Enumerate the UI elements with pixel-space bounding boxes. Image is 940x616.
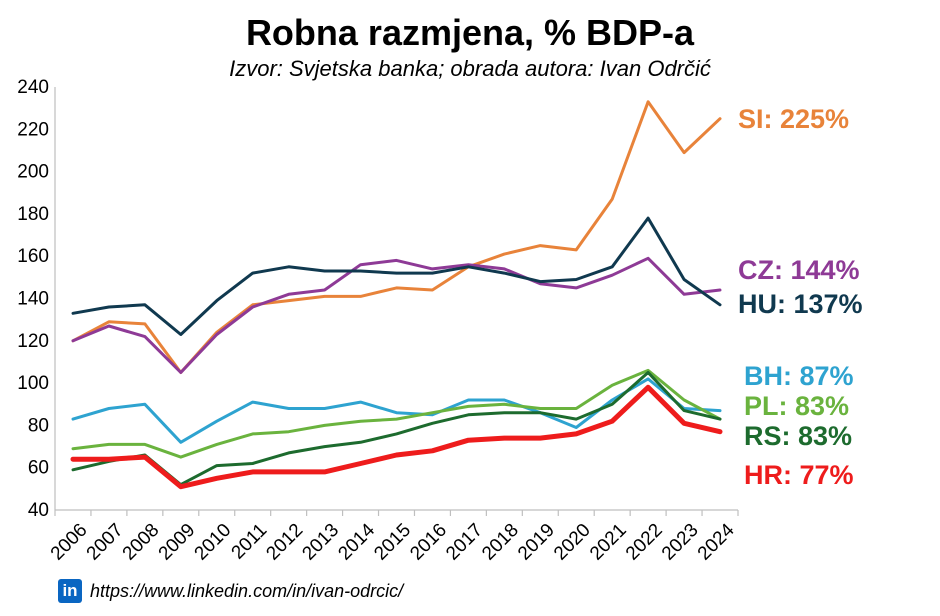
footer-url-link[interactable]: https://www.linkedin.com/in/ivan-odrcic/: [90, 580, 404, 601]
series-line-pl: [71, 368, 722, 459]
x-tick-label: 2018: [478, 520, 523, 565]
series-label-hu: HU: 137%: [738, 289, 863, 319]
series-line-hr: [70, 384, 723, 490]
series-label-hr: HR: 77%: [744, 460, 854, 490]
y-tick-label: 120: [17, 331, 49, 352]
x-tick-label: 2015: [370, 520, 415, 565]
x-tick-label: 2008: [119, 520, 164, 565]
y-tick-label: 240: [17, 77, 49, 98]
y-tick-label: 80: [28, 415, 49, 436]
series-line-rs: [71, 371, 722, 487]
x-tick-label: 2013: [298, 520, 343, 565]
end-labels: SI: 225% CZ: 144% HU: 137% BH: 87%PL: 83%RS…: [738, 104, 863, 490]
series-label-rs: RS: 83%: [744, 421, 852, 451]
series-line-bh: [71, 377, 722, 444]
x-tick-label: 2009: [155, 520, 200, 565]
y-tick-label: 140: [17, 289, 49, 310]
y-tick-label: 160: [17, 246, 49, 267]
y-tick-label: 40: [28, 500, 49, 521]
y-tick-label: 180: [17, 204, 49, 225]
y-tick-label: 200: [17, 162, 49, 183]
x-tick-label: 2020: [550, 520, 595, 565]
y-tick-label: 60: [28, 458, 49, 479]
x-tick-label: 2022: [622, 520, 667, 565]
x-tick-label: 2021: [586, 520, 631, 565]
x-tick-label: 2006: [47, 520, 92, 565]
x-tick-label: 2010: [191, 520, 236, 565]
series-lines: [70, 100, 723, 490]
series-line-cz: [71, 256, 722, 374]
x-tick-label: 2019: [514, 520, 559, 565]
y-tick-label: 100: [17, 373, 49, 394]
series-label-cz: CZ: 144%: [738, 255, 860, 285]
x-tick-label: 2017: [442, 520, 487, 565]
series-label-si: SI: 225%: [738, 104, 849, 134]
series-line-si: [71, 100, 722, 374]
x-tick-label: 2023: [658, 520, 703, 565]
chart-title: Robna razmjena, % BDP-a: [245, 12, 695, 53]
series-label-pl: PL: 83%: [744, 391, 849, 421]
x-tick-label: 2014: [334, 519, 379, 564]
chart-subtitle: Izvor: Svjetska banka; obrada autora: Iv…: [229, 56, 711, 81]
x-tick-label: 2012: [262, 520, 307, 565]
line-chart: 4060801001201401601802002202402006200720…: [17, 77, 863, 565]
x-tick-label: 2007: [83, 520, 128, 565]
x-tick-label: 2024: [694, 519, 739, 564]
x-tick-label: 2011: [228, 520, 272, 564]
footer: in https://www.linkedin.com/in/ivan-odrc…: [58, 576, 403, 606]
series-line-hu: [71, 216, 722, 336]
x-tick-label: 2016: [406, 520, 451, 565]
series-label-bh: BH: 87%: [744, 361, 854, 391]
y-tick-label: 220: [17, 119, 49, 140]
linkedin-icon[interactable]: in: [58, 579, 82, 603]
